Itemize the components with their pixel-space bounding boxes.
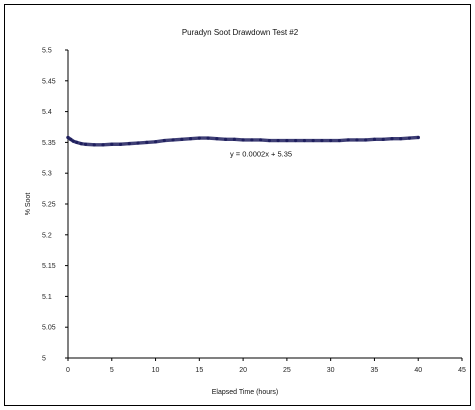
data-point — [250, 138, 254, 142]
data-point — [79, 142, 83, 146]
data-point — [337, 138, 342, 143]
data-point — [407, 136, 412, 140]
data-point — [71, 139, 75, 143]
data-point — [153, 140, 158, 144]
trendline-equation: y = 0.0002x + 5.35 — [230, 150, 292, 159]
data-point — [311, 138, 315, 143]
data-point — [101, 143, 105, 147]
data-point — [206, 136, 210, 140]
x-tick-label: 35 — [371, 367, 379, 374]
y-tick-label: 5.1 — [42, 294, 52, 301]
data-point — [320, 138, 324, 143]
data-point — [390, 137, 394, 141]
x-tick-label: 20 — [239, 367, 247, 374]
x-tick-label: 25 — [283, 367, 291, 374]
data-point — [241, 138, 245, 142]
data-point — [381, 137, 385, 141]
data-point — [355, 138, 359, 142]
data-point — [276, 138, 280, 143]
data-point — [162, 138, 166, 143]
data-point — [346, 138, 350, 142]
x-tick-label: 30 — [327, 367, 335, 374]
data-point — [267, 138, 271, 143]
data-point — [83, 142, 88, 146]
x-tick-label: 5 — [110, 367, 114, 374]
axes — [67, 50, 462, 359]
data-point — [110, 142, 114, 146]
x-tick-label: 10 — [152, 367, 160, 374]
chart-frame — [4, 4, 471, 406]
data-point — [302, 138, 306, 143]
data-point — [75, 140, 79, 144]
data-point — [399, 137, 403, 141]
x-tick-label: 0 — [66, 367, 70, 374]
data-point — [188, 137, 193, 141]
data-point — [69, 137, 73, 141]
data-point — [127, 142, 131, 146]
data-point — [118, 142, 123, 146]
data-point — [416, 135, 420, 140]
y-tick-label: 5.35 — [42, 140, 56, 147]
y-tick-label: 5.3 — [42, 171, 52, 178]
data-point — [285, 138, 289, 143]
data-series — [66, 135, 420, 147]
data-point — [294, 138, 298, 143]
ticks: 5 5.05 5.1 5.15 5.2 5.25 5.3 5.35 5.4 5.45 5.5 0 5 10… — [42, 48, 466, 375]
data-point — [66, 135, 70, 140]
y-tick-label: 5.45 — [42, 78, 56, 85]
y-tick-label: 5.2 — [42, 232, 52, 239]
data-point — [329, 138, 333, 143]
data-point — [224, 137, 228, 141]
data-point — [136, 141, 140, 145]
data-point — [364, 138, 368, 142]
data-point — [259, 138, 263, 142]
x-axis-label: Elapsed Time (hours) — [212, 389, 279, 396]
y-tick-label: 5.15 — [42, 263, 56, 270]
data-point — [171, 138, 175, 142]
x-tick-label: 40 — [414, 367, 422, 374]
data-point — [145, 140, 149, 144]
data-point — [372, 137, 377, 141]
y-tick-label: 5.4 — [42, 109, 52, 116]
y-tick-label: 5.5 — [42, 48, 52, 55]
data-point — [215, 137, 219, 141]
y-tick-label: 5.05 — [42, 325, 56, 332]
y-tick-label: 5.25 — [42, 202, 56, 209]
data-point — [180, 137, 184, 141]
y-axis-label: % Soot — [25, 193, 32, 216]
x-tick-label: 15 — [195, 367, 203, 374]
data-point — [92, 143, 96, 147]
data-point — [232, 137, 236, 141]
x-tick-label: 45 — [458, 367, 466, 374]
y-tick-label: 5 — [42, 356, 46, 363]
data-point — [197, 136, 201, 140]
chart-title: Puradyn Soot Drawdown Test #2 — [182, 28, 299, 37]
